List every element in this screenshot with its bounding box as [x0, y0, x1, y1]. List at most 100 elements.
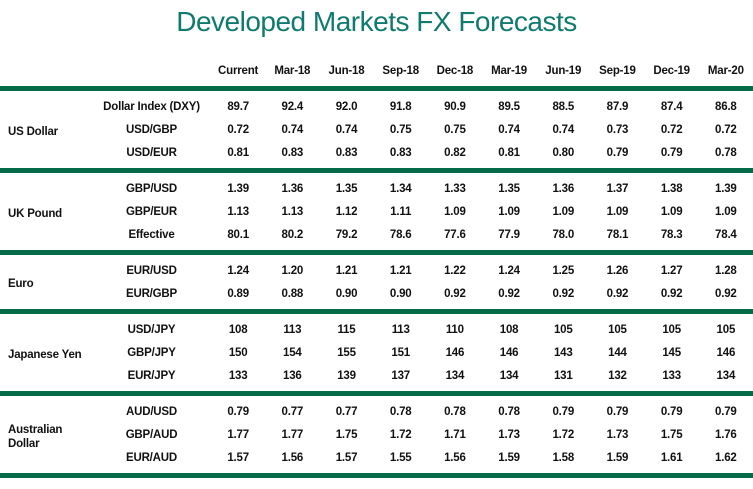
pair-label: USD/GBP [126, 123, 177, 136]
forecast-value: 92.4 [281, 100, 304, 113]
forecast-value: 1.71 [444, 428, 466, 441]
table-row: EUR/GBP 0.89 0.88 0.90 0.90 0.92 0.92 0.92 0.92 0… [0, 282, 753, 312]
forecast-value: 154 [283, 346, 302, 359]
forecast-value: 0.72 [715, 123, 737, 136]
pair-label: GBP/JPY [127, 346, 176, 359]
forecast-value: 113 [391, 323, 410, 336]
forecast-value: 113 [283, 323, 302, 336]
forecast-value: 80.1 [227, 228, 249, 241]
column-header-jun18: Jun-18 [319, 38, 374, 91]
forecast-value: 1.11 [390, 205, 412, 218]
table-row: UK Pound GBP/USD 1.39 1.36 1.35 1.34 1.33 1.35 1… [0, 171, 753, 220]
forecast-value: 105 [716, 323, 736, 336]
forecast-value: 105 [662, 323, 681, 336]
forecast-value: 0.77 [281, 405, 304, 418]
forecast-value: 1.72 [389, 428, 412, 441]
forecast-value: 0.74 [281, 123, 304, 136]
forecast-value: 137 [391, 369, 410, 382]
currency-group-label: UK Pound [8, 207, 62, 220]
forecast-value: 1.09 [606, 205, 629, 218]
currency-group-label: Australian Dollar [8, 423, 63, 450]
currency-group-label: Japanese Yen [8, 348, 82, 361]
forecast-value: 1.22 [444, 264, 466, 277]
forecast-value: 134 [445, 369, 465, 382]
forecast-value: 151 [391, 346, 410, 359]
forecast-value: 150 [228, 346, 248, 359]
forecast-value: 0.79 [227, 405, 249, 418]
forecast-value: 1.56 [444, 451, 466, 464]
column-header-dec18: Dec-18 [427, 38, 482, 91]
forecast-value: 1.21 [335, 264, 358, 277]
forecast-value: 0.92 [715, 287, 737, 300]
table-header: Current Mar-18 Jun-18 Sep-18 Dec-18 Mar-… [0, 38, 753, 91]
pair-label: USD/JPY [127, 323, 176, 336]
forecast-value: 1.35 [335, 182, 358, 195]
forecast-value: 0.92 [606, 287, 629, 300]
forecast-value: 1.09 [552, 205, 575, 218]
pair-label: Dollar Index (DXY) [103, 100, 200, 113]
forecast-value: 1.09 [660, 205, 683, 218]
forecast-value: 78.3 [660, 228, 683, 241]
column-header-sep18: Sep-18 [373, 38, 428, 91]
forecast-value: 1.61 [660, 451, 683, 464]
forecast-value: 1.73 [498, 428, 520, 441]
header-row: Current Mar-18 Jun-18 Sep-18 Dec-18 Mar-… [0, 38, 753, 91]
forecast-value: 143 [553, 346, 573, 359]
forecast-value: 0.73 [606, 123, 629, 136]
forecast-value: 79.2 [335, 228, 358, 241]
forecast-value: 1.24 [498, 264, 520, 277]
forecast-value: 146 [716, 346, 736, 359]
forecast-value: 146 [499, 346, 519, 359]
forecast-value: 0.88 [281, 287, 304, 300]
forecast-value: 78.0 [552, 228, 575, 241]
forecast-value: 1.73 [606, 428, 629, 441]
forecast-value: 1.34 [389, 182, 412, 195]
forecast-value: 1.57 [227, 451, 249, 464]
currency-section: Australian Dollar AUD/USD 0.79 0.77 0.77 0.78… [0, 393, 753, 476]
forecast-value: 80.2 [281, 228, 304, 241]
forecast-value: 1.09 [498, 205, 520, 218]
forecast-value: 1.28 [715, 264, 737, 277]
forecast-value: 1.38 [660, 182, 683, 195]
forecast-value: 0.79 [660, 405, 683, 418]
forecast-value: 1.21 [389, 264, 412, 277]
forecast-value: 0.81 [227, 146, 249, 159]
forecast-value: 78.4 [715, 228, 737, 241]
forecast-value: 0.92 [552, 287, 575, 300]
forecast-value: 1.76 [715, 428, 737, 441]
table-row: Effective 80.1 80.2 79.2 78.6 77.6 77.9 78.0 78.… [0, 223, 753, 253]
forecast-value: 1.33 [444, 182, 466, 195]
forecast-value: 0.74 [335, 123, 358, 136]
forecast-value: 1.72 [552, 428, 575, 441]
forecast-value: 110 [445, 323, 464, 336]
forecast-value: 133 [662, 369, 681, 382]
column-header-mar19: Mar-19 [481, 38, 537, 91]
forecast-value: 105 [553, 323, 573, 336]
forecast-value: 146 [445, 346, 465, 359]
forecast-value: 0.74 [498, 123, 520, 136]
forecast-value: 1.77 [281, 428, 304, 441]
forecast-value: 1.12 [335, 205, 358, 218]
forecast-value: 0.78 [444, 405, 466, 418]
forecast-value: 1.13 [281, 205, 304, 218]
forecast-value: 1.26 [606, 264, 629, 277]
forecast-value: 139 [337, 369, 356, 382]
table-row: EUR/JPY 133 136 139 137 134 134 131 132 133 134 [0, 364, 753, 394]
forecast-value: 131 [553, 369, 573, 382]
forecast-value: 0.79 [660, 146, 683, 159]
forecast-value: 0.72 [227, 123, 249, 136]
forecast-value: 1.39 [715, 182, 737, 195]
forecast-value: 134 [716, 369, 736, 382]
pair-label: GBP/EUR [126, 205, 177, 218]
currency-section: US Dollar Dollar Index (DXY) 89.7 92.4 92.0 9… [0, 88, 753, 171]
forecast-value: 89.5 [498, 100, 520, 113]
forecast-value: 0.75 [444, 123, 466, 136]
forecast-value: 0.81 [498, 146, 520, 159]
forecast-value: 0.90 [389, 287, 412, 300]
forecast-value: 0.92 [444, 287, 466, 300]
forecast-value: 1.55 [389, 451, 412, 464]
forecast-value: 0.79 [552, 405, 575, 418]
forecast-value: 1.56 [281, 451, 304, 464]
forecast-value: 134 [499, 369, 519, 382]
forecast-value: 0.78 [389, 405, 412, 418]
